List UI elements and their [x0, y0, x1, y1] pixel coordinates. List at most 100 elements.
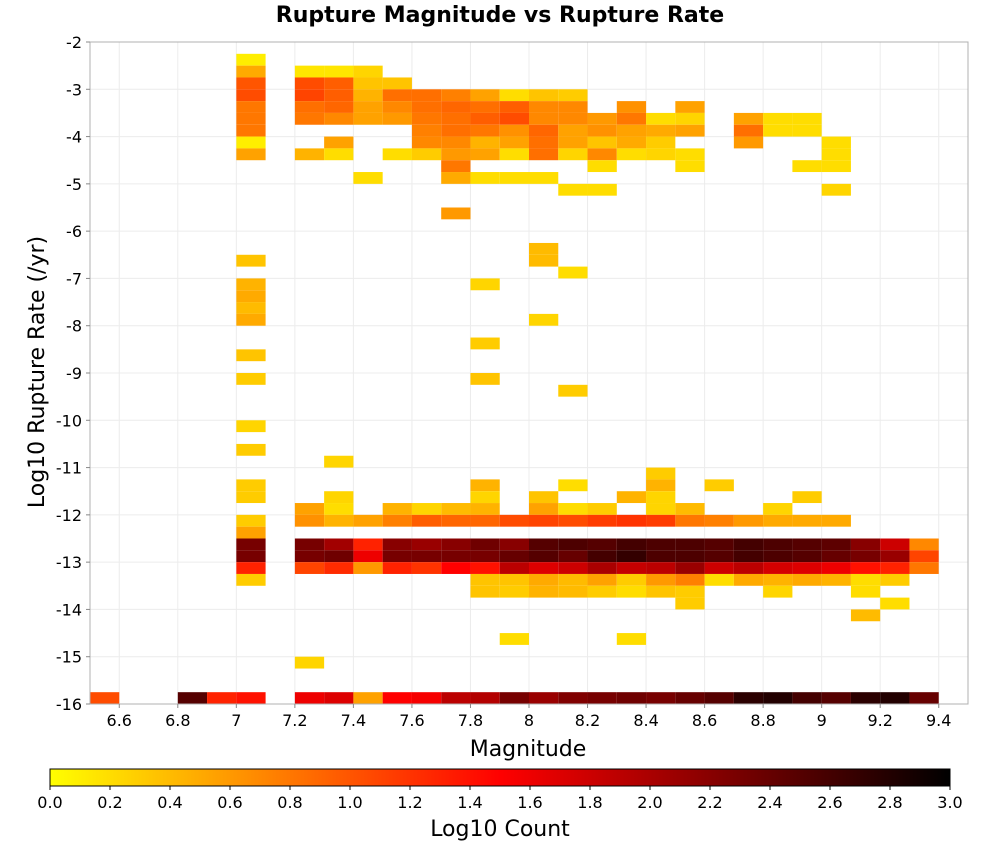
heatmap-cell [792, 112, 822, 125]
heatmap-cell [616, 112, 647, 125]
x-tick-label: 8.2 [575, 711, 600, 730]
heatmap-cell [646, 550, 676, 563]
heatmap-cell [616, 148, 647, 161]
heatmap-cell [470, 124, 500, 137]
heatmap-cell [558, 692, 588, 704]
heatmap-cell [470, 101, 500, 113]
heatmap-cell [646, 148, 676, 161]
heatmap-cell [850, 585, 881, 598]
heatmap-cell [441, 148, 471, 161]
colorbar-tick-label: 1.6 [517, 793, 542, 812]
heatmap-cell [821, 692, 851, 704]
y-tick-label: -2 [66, 33, 82, 52]
heatmap-cell [763, 585, 793, 598]
heatmap-cell [236, 313, 266, 326]
heatmap-cell [294, 148, 325, 161]
colorbar-label: Log10 Count [430, 817, 570, 842]
heatmap-cell [792, 491, 822, 504]
heatmap-cell [353, 77, 383, 90]
chart-title: Rupture Magnitude vs Rupture Rate [276, 3, 724, 28]
y-tick-label: -7 [66, 269, 82, 288]
heatmap-cell [616, 101, 647, 113]
heatmap-cell [733, 692, 764, 704]
heatmap-cell [236, 562, 266, 574]
heatmap-cell [850, 538, 881, 551]
heatmap-cell [704, 562, 734, 574]
heatmap-cell [880, 573, 910, 586]
heatmap-cell [529, 254, 559, 267]
heatmap-cell [207, 692, 237, 704]
heatmap-cell [294, 656, 325, 669]
heatmap-cell [675, 538, 705, 551]
y-tick-label: -16 [56, 695, 82, 714]
heatmap-cell [411, 692, 442, 704]
heatmap-cell [675, 101, 705, 113]
heatmap-cell [646, 562, 676, 574]
colorbar-tick-label: 2.4 [757, 793, 782, 812]
y-axis-label: Log10 Rupture Rate (/yr) [25, 236, 50, 508]
heatmap-cell [236, 136, 266, 149]
heatmap-cell [558, 148, 588, 161]
heatmap-cell [382, 562, 412, 574]
heatmap-cell [236, 65, 266, 78]
heatmap-cell [499, 692, 529, 704]
heatmap-cell [441, 89, 471, 102]
heatmap-cell [411, 550, 442, 563]
heatmap-cell [733, 562, 764, 574]
heatmap-cell [411, 136, 442, 149]
heatmap-cell [411, 101, 442, 113]
heatmap-cell [499, 633, 529, 645]
heatmap-cell [353, 112, 383, 125]
heatmap-cell [382, 89, 412, 102]
heatmap-cell [529, 585, 559, 598]
heatmap-cell [411, 89, 442, 102]
y-tick-label: -6 [66, 222, 82, 241]
heatmap-cell [880, 562, 910, 574]
heatmap-cell [236, 538, 266, 551]
heatmap-cell [587, 573, 617, 586]
heatmap-cell [558, 503, 588, 515]
colorbar-tick-label: 2.0 [637, 793, 662, 812]
heatmap-cell [733, 124, 764, 137]
x-tick-label: 8.4 [633, 711, 658, 730]
heatmap-cell [470, 550, 500, 563]
heatmap-cell [294, 101, 325, 113]
heatmap-cell [850, 692, 881, 704]
y-tick-label: -5 [66, 175, 82, 194]
heatmap-cell [704, 573, 734, 586]
heatmap-cell [646, 514, 676, 527]
heatmap-cell [441, 160, 471, 173]
heatmap-cell [675, 550, 705, 563]
heatmap-cell [324, 148, 354, 161]
heatmap-cell [558, 112, 588, 125]
heatmap-cell [411, 514, 442, 527]
heatmap-cell [675, 514, 705, 527]
heatmap-cell [821, 136, 851, 149]
heatmap-cell [587, 136, 617, 149]
heatmap-cell [236, 53, 266, 66]
heatmap-cell [646, 491, 676, 504]
y-tick-label: -14 [56, 600, 82, 619]
heatmap-cell [558, 514, 588, 527]
colorbar-tick-label: 1.0 [337, 793, 362, 812]
heatmap-cell [587, 160, 617, 173]
heatmap-cell [675, 503, 705, 515]
heatmap-cell [499, 550, 529, 563]
heatmap-cell [733, 538, 764, 551]
x-tick-label: 8 [524, 711, 534, 730]
heatmap-cell [177, 692, 208, 704]
heatmap-cell [236, 89, 266, 102]
heatmap-cell [441, 136, 471, 149]
heatmap-cell [411, 562, 442, 574]
heatmap-cell [499, 514, 529, 527]
heatmap-cell [236, 491, 266, 504]
heatmap-cell [529, 550, 559, 563]
heatmap-cell [792, 514, 822, 527]
heatmap-cell [646, 136, 676, 149]
heatmap-cell [529, 313, 559, 326]
heatmap-cell [441, 514, 471, 527]
x-tick-label: 7.8 [458, 711, 483, 730]
heatmap-cell [733, 514, 764, 527]
x-tick-label: 6.6 [107, 711, 132, 730]
heatmap-cell [236, 302, 266, 314]
